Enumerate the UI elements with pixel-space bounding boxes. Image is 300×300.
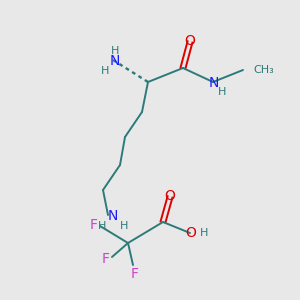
Text: H: H xyxy=(218,87,226,97)
Text: O: O xyxy=(184,34,195,48)
Text: H: H xyxy=(98,221,106,231)
Text: F: F xyxy=(131,267,139,281)
Text: H: H xyxy=(111,46,119,56)
Text: O: O xyxy=(165,189,176,203)
Text: CH₃: CH₃ xyxy=(253,65,274,75)
Text: N: N xyxy=(108,209,118,223)
Text: H: H xyxy=(200,228,208,238)
Text: F: F xyxy=(90,218,98,232)
Text: F: F xyxy=(102,252,110,266)
Text: O: O xyxy=(186,226,196,240)
Text: N: N xyxy=(209,76,219,90)
Text: H: H xyxy=(120,221,128,231)
Text: N: N xyxy=(110,54,120,68)
Text: H: H xyxy=(101,66,109,76)
